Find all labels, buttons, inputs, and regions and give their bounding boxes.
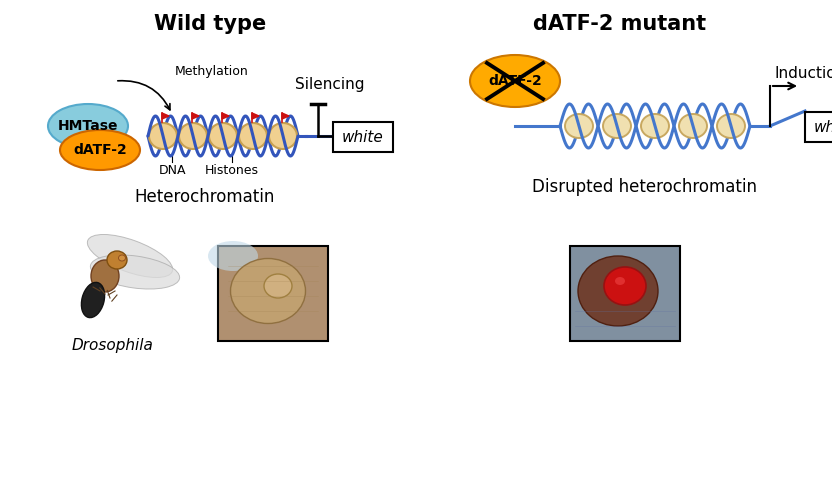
- Text: Methylation: Methylation: [175, 64, 249, 77]
- Ellipse shape: [91, 260, 119, 292]
- Polygon shape: [222, 113, 229, 119]
- Text: white: white: [342, 129, 384, 144]
- Ellipse shape: [118, 255, 126, 261]
- Text: HMTase: HMTase: [57, 119, 118, 133]
- Ellipse shape: [209, 123, 237, 149]
- Bar: [570, 246, 680, 341]
- Ellipse shape: [107, 251, 127, 269]
- Text: dATF-2 mutant: dATF-2 mutant: [533, 14, 706, 34]
- Text: Wild type: Wild type: [154, 14, 266, 34]
- Ellipse shape: [717, 114, 745, 138]
- Text: DNA: DNA: [158, 164, 186, 177]
- Text: Drosophila: Drosophila: [72, 338, 154, 353]
- Ellipse shape: [615, 277, 625, 285]
- Text: Silencing: Silencing: [295, 77, 364, 92]
- Text: dATF-2: dATF-2: [73, 143, 126, 157]
- Ellipse shape: [82, 282, 105, 317]
- Bar: [218, 246, 328, 341]
- Ellipse shape: [230, 258, 305, 323]
- Ellipse shape: [60, 130, 140, 170]
- Ellipse shape: [679, 114, 707, 138]
- Bar: [805, 112, 832, 142]
- Ellipse shape: [604, 267, 646, 305]
- Ellipse shape: [179, 123, 207, 149]
- Ellipse shape: [578, 256, 658, 326]
- Text: Induction: Induction: [775, 66, 832, 81]
- Ellipse shape: [470, 55, 560, 107]
- Ellipse shape: [239, 123, 267, 149]
- Ellipse shape: [87, 235, 172, 278]
- Text: white: white: [815, 120, 832, 134]
- Polygon shape: [282, 113, 289, 119]
- Ellipse shape: [565, 114, 593, 138]
- Polygon shape: [192, 113, 199, 119]
- Text: Histones: Histones: [205, 164, 259, 177]
- Text: dATF-2: dATF-2: [488, 74, 542, 88]
- Text: Disrupted heterochromatin: Disrupted heterochromatin: [532, 178, 757, 196]
- Ellipse shape: [208, 241, 258, 271]
- Text: Heterochromatin: Heterochromatin: [135, 188, 275, 206]
- Polygon shape: [162, 113, 169, 119]
- Ellipse shape: [641, 114, 669, 138]
- Ellipse shape: [91, 255, 180, 289]
- Polygon shape: [252, 113, 259, 119]
- Ellipse shape: [48, 104, 128, 148]
- Bar: [333, 122, 393, 152]
- Ellipse shape: [269, 123, 297, 149]
- Ellipse shape: [149, 123, 177, 149]
- Ellipse shape: [264, 274, 292, 298]
- Ellipse shape: [603, 114, 631, 138]
